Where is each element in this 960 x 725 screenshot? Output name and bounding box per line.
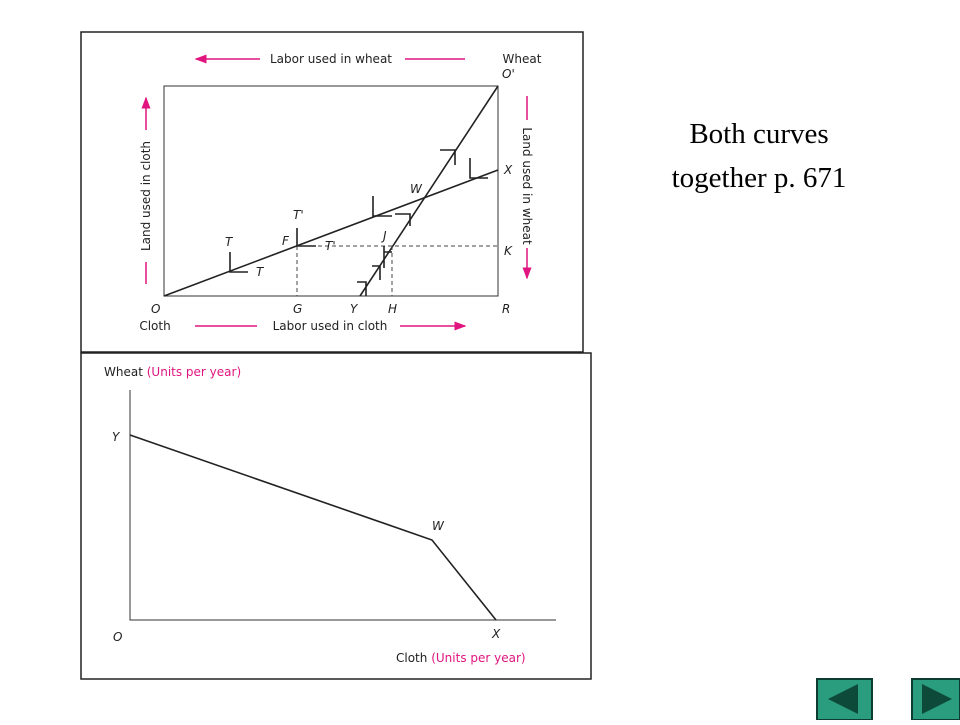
x-axis-label: Cloth (Units per year) [396, 651, 526, 665]
point-label: Y [350, 302, 359, 316]
top-diagram: Labor used in wheat Wheat Labor used in … [80, 31, 584, 353]
axis-label: Labor used in cloth [273, 319, 388, 333]
axis-unit: (Units per year) [431, 651, 525, 665]
axis-unit: (Units per year) [147, 365, 241, 379]
point-label: O [151, 302, 160, 316]
point-label: J [381, 229, 387, 243]
point-label: G [293, 302, 302, 316]
axis-label: Land used in wheat [520, 127, 534, 245]
right-arrow-icon[interactable] [922, 684, 952, 714]
left-arrow-icon[interactable] [828, 684, 858, 714]
axis-name: Cloth [396, 651, 427, 665]
production-frontier [129, 434, 497, 621]
edgeworth-box [163, 85, 499, 297]
point-label: H [388, 302, 397, 316]
point-label: F [282, 234, 290, 248]
point-label: W [410, 182, 423, 196]
point-label: T [256, 265, 265, 279]
panel-border [80, 352, 592, 680]
point-label: R [502, 302, 510, 316]
corner-label: Cloth [139, 319, 170, 333]
point-label: T' [293, 208, 304, 222]
point-label: T' [325, 239, 336, 253]
point-label: X [503, 163, 513, 177]
point-label: O' [502, 67, 515, 81]
guide-lines [296, 245, 498, 296]
bottom-diagram: Wheat (Units per year) Cloth (Units per … [80, 352, 592, 680]
isoquant-corners [229, 149, 488, 296]
point-label: K [504, 244, 513, 258]
panel-border [80, 31, 584, 353]
slide-text: together p. 671 [672, 162, 847, 194]
next-button[interactable] [911, 678, 960, 721]
corner-label: Wheat [503, 52, 542, 66]
y-axis-label: Wheat (Units per year) [104, 365, 241, 379]
axis-label: Land used in cloth [139, 141, 153, 251]
point-label: X [491, 627, 501, 641]
cloth-contract-curve [163, 169, 499, 297]
point-label: W [432, 519, 445, 533]
axes [129, 390, 556, 621]
axis-label: Labor used in wheat [270, 52, 392, 66]
point-label: Y [112, 430, 121, 444]
slide-text: Both curves [689, 118, 828, 150]
point-label: T [225, 235, 234, 249]
axis-name: Wheat [104, 365, 143, 379]
wheat-contract-curve [359, 85, 499, 297]
prev-button[interactable] [816, 678, 873, 721]
point-label: O [113, 630, 122, 644]
